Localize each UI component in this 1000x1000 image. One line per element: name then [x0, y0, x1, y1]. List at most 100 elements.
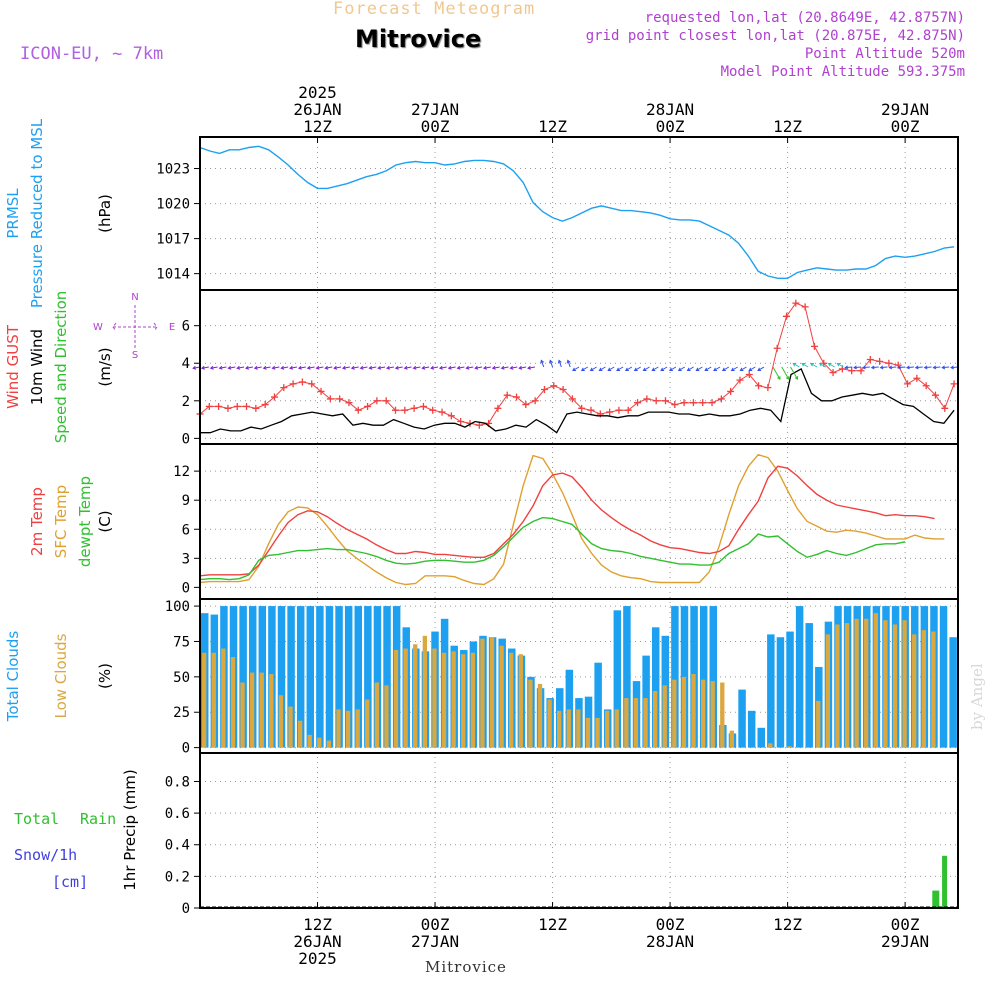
low-cloud-bar [576, 709, 581, 748]
wind-arrow-head [306, 365, 311, 370]
low-cloud-bar [384, 685, 389, 748]
wind-arrow [660, 366, 668, 371]
wind-gust-marker [624, 406, 632, 414]
wind-arrow-head [518, 365, 523, 370]
wind-arrow-head [777, 376, 781, 380]
wind-gust-marker [904, 380, 912, 388]
wind-arrow-head [669, 367, 673, 372]
top-time-label: 29JAN [881, 100, 929, 119]
wind-arrow [906, 366, 914, 369]
grid-point-lonlat: grid point closest lon,lat (20.875E, 42.… [585, 28, 965, 44]
total-cloud-bar [651, 627, 660, 748]
low-cloud-bar [230, 657, 236, 748]
wind-arrow-head [386, 365, 390, 370]
wind-arrow-head [289, 365, 294, 370]
wind-gust-marker [447, 412, 455, 420]
total-cloud-bar [709, 606, 718, 748]
wind-arrow-head [598, 367, 603, 372]
wind-arrow-head [844, 365, 849, 370]
wind-gust-marker [671, 401, 679, 409]
wind-gust-marker [606, 408, 614, 416]
wind-arrow-head [794, 376, 799, 380]
wind-arrow [819, 363, 827, 368]
wind-arrow-head [262, 365, 267, 370]
wind-arrow-head [801, 362, 806, 367]
wind-gust-marker [792, 299, 800, 307]
wind-arrow-head [932, 365, 937, 370]
compass-lines [112, 305, 158, 350]
wind-gust-marker [866, 355, 874, 363]
wind-arrow-head [377, 365, 382, 370]
y-tick-label: 2 [182, 394, 190, 410]
wind-arrow [801, 363, 809, 368]
panel-side-label: Total Clouds [4, 631, 22, 723]
total-cloud-bar [364, 606, 372, 748]
y-tick-label: 1023 [156, 162, 190, 178]
low-cloud-bar [432, 648, 437, 748]
wind-gust-marker [559, 386, 567, 394]
low-cloud-bar [374, 682, 380, 748]
y-tick-label: 0.4 [165, 838, 190, 854]
low-cloud-bar [355, 709, 360, 748]
wind-arrow [422, 366, 430, 369]
panel-side-label: Low Clouds [52, 633, 70, 718]
wind-gust-marker [345, 399, 353, 407]
wind-arrow [558, 360, 562, 368]
wind-gust-marker [354, 406, 362, 414]
wind-gust-marker [810, 342, 818, 350]
wind-gust-marker [931, 391, 939, 399]
wind-arrow-head [456, 365, 461, 370]
wind-arrow-head [253, 365, 258, 370]
low-cloud-bar [873, 613, 878, 748]
wind-arrow-head [748, 367, 753, 372]
y-tick-label: 3 [182, 551, 190, 567]
panel-side-label: Snow/1h [14, 846, 77, 864]
precip-bars [932, 855, 948, 908]
low-cloud-bar [259, 672, 264, 748]
precip-bar [942, 855, 948, 908]
wind-gust-marker [261, 401, 269, 409]
wind-arrow-head [227, 365, 232, 370]
wind-arrow [889, 366, 897, 369]
wind-gust-marker [513, 393, 521, 401]
low-cloud-bar [211, 652, 216, 748]
dewpoint-temp-line [199, 516, 906, 581]
wind-arrow [898, 366, 906, 369]
wind-arrow [448, 366, 456, 369]
low-cloud-bar [480, 638, 485, 748]
low-cloud-bar [835, 624, 840, 748]
wind-arrow [430, 366, 439, 369]
total-cloud-bar [383, 606, 391, 748]
wind-arrow-head [695, 367, 700, 372]
low-cloud-bar [249, 672, 255, 748]
y-tick-label: 1017 [156, 232, 190, 248]
wind-arrow [687, 366, 694, 371]
low-cloud-bar [499, 645, 504, 748]
low-cloud-bar [892, 624, 898, 748]
wind-arrow [845, 366, 853, 369]
wind-arrow [590, 366, 597, 371]
wind-arrow-head [810, 362, 814, 367]
wind-arrow-head [607, 367, 612, 372]
low-cloud-bar [317, 737, 322, 748]
wind-arrow [281, 366, 289, 369]
wind-arrow [607, 366, 615, 371]
wind-gust-marker [773, 344, 781, 352]
bottom-time-label: 2025 [298, 949, 337, 968]
wind-arrow-head [730, 367, 735, 372]
wind-arrow-head [192, 365, 197, 370]
wind-gust-marker [689, 399, 697, 407]
wind-arrow-head [897, 365, 902, 370]
wind-arrow-head [412, 365, 417, 370]
total-cloud-bar [795, 606, 804, 748]
low-cloud-bar [700, 679, 706, 748]
wind-arrow-head [704, 367, 709, 372]
wind-arrow [272, 366, 280, 369]
wind-gust-marker [801, 303, 809, 311]
wind-arrow [307, 366, 315, 369]
wind-arrow-head [403, 365, 408, 370]
chart-subtitle: Forecast Meteogram [333, 0, 536, 19]
wind-arrow [325, 366, 333, 369]
low-cloud-bar [393, 649, 399, 748]
wind-gust-marker [215, 402, 223, 410]
